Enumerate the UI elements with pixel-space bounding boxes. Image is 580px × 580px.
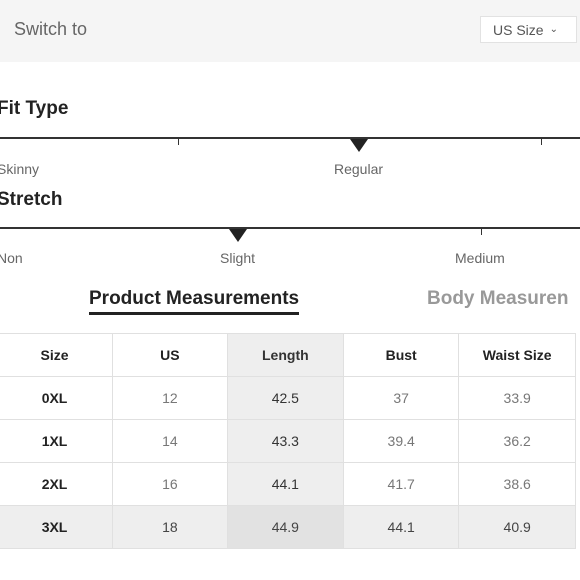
size-unit-select[interactable]: US Size ⌄ — [480, 16, 577, 43]
tab-product-measurements[interactable]: Product Measurements — [89, 288, 300, 315]
waist-cell: 38.6 — [458, 462, 576, 506]
stretch-label-non: Non — [0, 250, 23, 266]
bust-cell: 37 — [342, 376, 460, 420]
us-cell: 12 — [112, 376, 228, 420]
length-cell: 43.3 — [226, 419, 345, 463]
size-cell: 0XL — [0, 376, 114, 420]
switch-bar: Switch to US Size ⌄ — [0, 0, 580, 62]
stretch-scale — [0, 227, 580, 229]
stretch-label-medium: Medium — [455, 250, 505, 266]
header-us: US — [112, 333, 228, 377]
size-cell: 3XL — [0, 505, 114, 549]
header-size: Size — [0, 333, 114, 377]
bust-cell: 39.4 — [342, 419, 460, 463]
header-length: Length — [226, 333, 345, 377]
table-header-row: Size US Length Bust Waist Size — [0, 333, 576, 377]
measurement-table: Size US Length Bust Waist Size 0XL 12 42… — [0, 333, 576, 549]
bust-cell: 41.7 — [342, 462, 460, 506]
waist-cell: 40.9 — [458, 505, 576, 549]
stretch-label-slight: Slight — [220, 250, 256, 266]
length-cell: 42.5 — [226, 376, 345, 420]
stretch-marker — [229, 229, 247, 242]
bust-cell: 44.1 — [342, 505, 460, 549]
size-cell: 1XL — [0, 419, 114, 463]
header-bust: Bust — [342, 333, 460, 377]
waist-cell: 36.2 — [458, 419, 576, 463]
chevron-down-icon: ⌄ — [549, 24, 558, 35]
size-cell: 2XL — [0, 462, 114, 506]
waist-cell: 33.9 — [458, 376, 576, 420]
switch-to-label: Switch to — [14, 19, 88, 39]
table-row[interactable]: 3XL 18 44.9 44.1 40.9 — [0, 505, 576, 549]
tab-body-measurements[interactable]: Body Measuren — [427, 288, 569, 309]
fit-type-title: Fit Type — [0, 98, 69, 119]
us-cell: 16 — [112, 462, 228, 506]
stretch-tick — [481, 228, 482, 235]
table-row[interactable]: 2XL 16 44.1 41.7 38.6 — [0, 462, 576, 506]
fit-type-scale — [0, 137, 580, 139]
length-cell: 44.1 — [226, 462, 345, 506]
fit-type-tick — [541, 138, 542, 145]
table-row[interactable]: 0XL 12 42.5 37 33.9 — [0, 376, 576, 420]
us-cell: 14 — [112, 419, 228, 463]
size-unit-value: US Size — [493, 21, 544, 38]
stretch-title: Stretch — [0, 189, 63, 210]
fit-type-label-regular: Regular — [334, 161, 384, 177]
table-row[interactable]: 1XL 14 43.3 39.4 36.2 — [0, 419, 576, 463]
header-waist-size: Waist Size — [458, 333, 576, 377]
length-cell: 44.9 — [226, 505, 345, 549]
us-cell: 18 — [112, 505, 228, 549]
fit-type-marker — [350, 139, 368, 152]
fit-type-tick — [178, 138, 179, 145]
fit-type-label-skinny: Skinny — [0, 161, 40, 177]
